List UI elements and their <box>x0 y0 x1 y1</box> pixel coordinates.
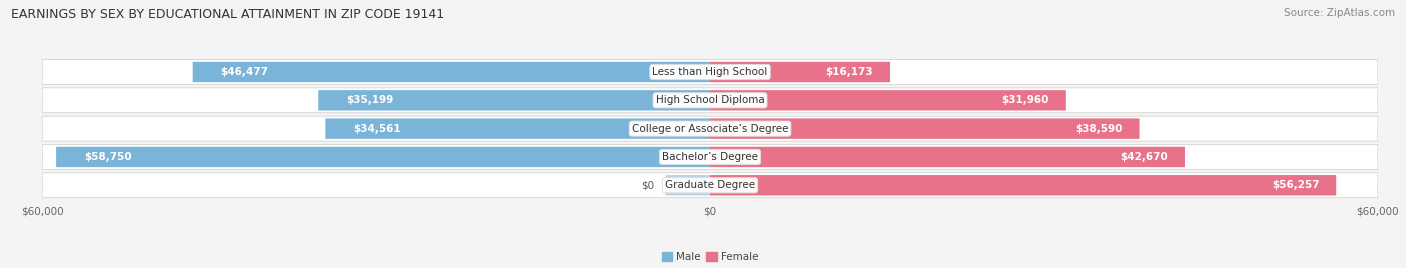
Text: Less than High School: Less than High School <box>652 67 768 77</box>
Text: $35,199: $35,199 <box>346 95 394 105</box>
FancyBboxPatch shape <box>318 90 710 110</box>
FancyBboxPatch shape <box>42 144 1378 169</box>
FancyBboxPatch shape <box>42 173 1378 198</box>
Text: $38,590: $38,590 <box>1076 124 1123 134</box>
Text: $31,960: $31,960 <box>1001 95 1049 105</box>
FancyBboxPatch shape <box>56 147 710 167</box>
FancyBboxPatch shape <box>42 88 1378 113</box>
FancyBboxPatch shape <box>710 118 1140 139</box>
Text: $16,173: $16,173 <box>825 67 873 77</box>
FancyBboxPatch shape <box>710 147 1185 167</box>
Text: Bachelor’s Degree: Bachelor’s Degree <box>662 152 758 162</box>
Text: $42,670: $42,670 <box>1121 152 1168 162</box>
Text: High School Diploma: High School Diploma <box>655 95 765 105</box>
FancyBboxPatch shape <box>710 62 890 82</box>
Text: Source: ZipAtlas.com: Source: ZipAtlas.com <box>1284 8 1395 18</box>
Text: $34,561: $34,561 <box>353 124 401 134</box>
Text: $58,750: $58,750 <box>84 152 132 162</box>
FancyBboxPatch shape <box>665 175 710 195</box>
FancyBboxPatch shape <box>42 59 1378 84</box>
FancyBboxPatch shape <box>42 116 1378 141</box>
FancyBboxPatch shape <box>710 175 1336 195</box>
Text: $56,257: $56,257 <box>1272 180 1319 190</box>
Text: EARNINGS BY SEX BY EDUCATIONAL ATTAINMENT IN ZIP CODE 19141: EARNINGS BY SEX BY EDUCATIONAL ATTAINMEN… <box>11 8 444 21</box>
Text: $46,477: $46,477 <box>221 67 269 77</box>
FancyBboxPatch shape <box>710 90 1066 110</box>
FancyBboxPatch shape <box>325 118 710 139</box>
Legend: Male, Female: Male, Female <box>658 248 762 266</box>
Text: $0: $0 <box>641 180 654 190</box>
Text: Graduate Degree: Graduate Degree <box>665 180 755 190</box>
FancyBboxPatch shape <box>193 62 710 82</box>
Text: College or Associate’s Degree: College or Associate’s Degree <box>631 124 789 134</box>
